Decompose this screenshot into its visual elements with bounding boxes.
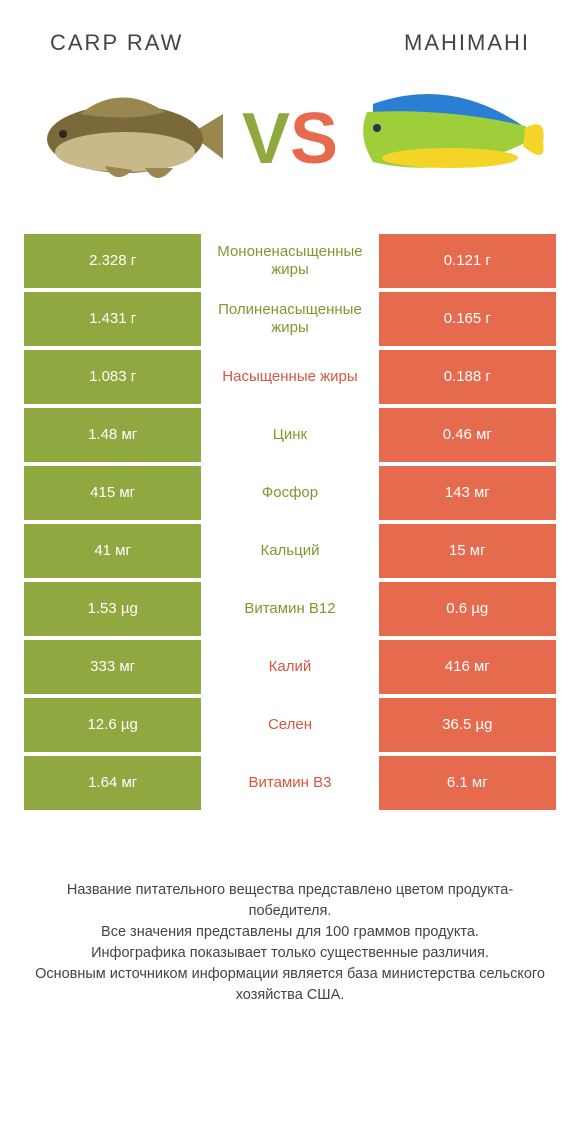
table-row: 1.48 мгЦинк0.46 мг xyxy=(24,408,556,462)
header: CARP RAW MAHIMAHI xyxy=(0,0,580,66)
nutrient-label: Витамин B3 xyxy=(201,756,378,810)
right-value: 0.121 г xyxy=(379,234,556,288)
right-value: 416 мг xyxy=(379,640,556,694)
nutrient-label: Цинк xyxy=(201,408,378,462)
right-product-title: MAHIMAHI xyxy=(404,30,530,56)
nutrient-label: Селен xyxy=(201,698,378,752)
nutrient-label: Насыщенные жиры xyxy=(201,350,378,404)
vs-s: S xyxy=(290,99,338,179)
vs-v: V xyxy=(242,99,290,179)
nutrient-label: Полиненасыщенные жиры xyxy=(201,292,378,346)
left-value: 415 мг xyxy=(24,466,201,520)
table-row: 1.083 гНасыщенные жиры0.188 г xyxy=(24,350,556,404)
footer-notes: Название питательного вещества представл… xyxy=(30,880,550,1006)
left-value: 1.53 µg xyxy=(24,582,201,636)
table-row: 1.64 мгВитамин B36.1 мг xyxy=(24,756,556,810)
right-value: 6.1 мг xyxy=(379,756,556,810)
table-row: 2.328 гМононенасыщенные жиры0.121 г xyxy=(24,234,556,288)
nutrient-label: Кальций xyxy=(201,524,378,578)
nutrient-label: Мононенасыщенные жиры xyxy=(201,234,378,288)
table-row: 415 мгФосфор143 мг xyxy=(24,466,556,520)
table-row: 1.431 гПолиненасыщенные жиры0.165 г xyxy=(24,292,556,346)
right-value: 0.6 µg xyxy=(379,582,556,636)
nutrient-label: Фосфор xyxy=(201,466,378,520)
footer-line: Название питательного вещества представл… xyxy=(30,880,550,922)
footer-line: Основным источником информации является … xyxy=(30,964,550,1006)
table-row: 12.6 µgСелен36.5 µg xyxy=(24,698,556,752)
right-value: 15 мг xyxy=(379,524,556,578)
left-value: 2.328 г xyxy=(24,234,201,288)
nutrient-label: Витамин B12 xyxy=(201,582,378,636)
right-value: 143 мг xyxy=(379,466,556,520)
right-value: 0.188 г xyxy=(379,350,556,404)
vs-label: VS xyxy=(242,103,338,175)
left-value: 1.64 мг xyxy=(24,756,201,810)
comparison-table: 2.328 гМононенасыщенные жиры0.121 г1.431… xyxy=(24,234,556,810)
carp-image xyxy=(30,74,230,204)
right-value: 0.165 г xyxy=(379,292,556,346)
right-value: 0.46 мг xyxy=(379,408,556,462)
left-value: 1.431 г xyxy=(24,292,201,346)
footer-line: Все значения представлены для 100 граммо… xyxy=(30,922,550,943)
left-product-title: CARP RAW xyxy=(50,30,183,56)
footer-line: Инфографика показывает только существенн… xyxy=(30,943,550,964)
left-value: 1.48 мг xyxy=(24,408,201,462)
table-row: 41 мгКальций15 мг xyxy=(24,524,556,578)
table-row: 1.53 µgВитамин B120.6 µg xyxy=(24,582,556,636)
table-row: 333 мгКалий416 мг xyxy=(24,640,556,694)
left-value: 333 мг xyxy=(24,640,201,694)
nutrient-label: Калий xyxy=(201,640,378,694)
carp-icon xyxy=(35,84,225,194)
mahimahi-icon xyxy=(355,84,545,194)
left-value: 1.083 г xyxy=(24,350,201,404)
mahimahi-image xyxy=(350,74,550,204)
left-value: 41 мг xyxy=(24,524,201,578)
images-row: VS xyxy=(0,66,580,234)
left-value: 12.6 µg xyxy=(24,698,201,752)
right-value: 36.5 µg xyxy=(379,698,556,752)
